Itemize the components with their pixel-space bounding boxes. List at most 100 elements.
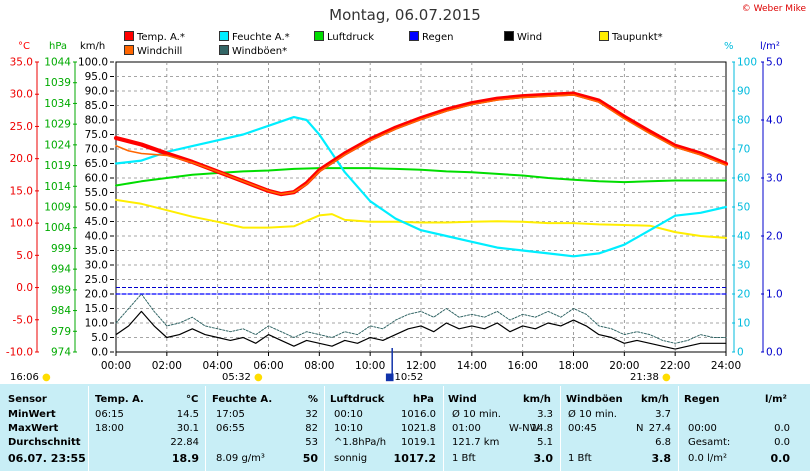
table-separator [443,386,444,471]
table-cell-wind-a: 1 Bft [452,453,476,464]
wind-tick-label: 0.0 [91,347,108,359]
humidity-tick-label: 60 [737,173,750,185]
table-cell-temp-time: 18:00 [95,423,124,434]
pressure-tick-label: 1044 [44,57,71,69]
header-press-unit: hPa [413,394,434,405]
rain-tick-label: 1.0 [766,289,783,301]
table-cell-gust-val: 27.4 [648,423,671,434]
series-windb-en [115,293,727,344]
header-hum: Feuchte A. [212,394,273,405]
rain-tick-label: 0.0 [766,347,783,359]
legend-temp[interactable]: Temp. A.* [124,31,185,43]
pressure-tick-label: 1009 [44,202,71,214]
table-cell-press-time: 10:10 [334,423,363,434]
header-gust: Windböen [566,394,623,405]
pressure-axis-unit: hPa [49,41,68,52]
temp-tick-label: 25.0 [10,121,33,133]
rain-tick-label: 4.0 [766,115,783,127]
pressure-tick-label: 1024 [44,139,71,151]
temp-tick-label: 10.0 [10,218,33,230]
wind-tick-label: 15.0 [85,303,108,315]
table-cell-press-val: 1016.0 [401,409,436,420]
legend-rain[interactable]: Regen [409,31,454,43]
wind-axis-unit: km/h [80,41,106,52]
legend-humidity[interactable]: Feuchte A.* [219,31,290,43]
moon-rise-label: 16:06 ● [10,372,51,383]
table-cell-wind-val: 3.0 [533,452,554,465]
wind-tick-label: 95.0 [85,71,108,83]
table-cell-hum-time: 17:05 [216,409,245,420]
table-cell-press-val: 1017.2 [393,452,436,465]
header-wind-unit: km/h [523,394,551,405]
wind-tick-label: 65.0 [85,158,108,170]
table-cell-gust-val: 6.8 [655,437,671,448]
chart-axes: 35.0 30.0 25.0 20.0 15.0 10.0 5.0 0.0 -5.0 -10.0 1… [6,57,783,374]
wind-tick-label: 40.0 [85,231,108,243]
table-cell-wind-a: 121.7 km [452,437,500,448]
table-cell-label: 06.07. 23:55 [8,452,86,465]
humidity-tick-label: 90 [737,86,750,98]
table-cell-wind-b: W-NW [509,423,540,434]
table-cell-rain-a: 0.0 l/m² [688,453,727,464]
wind-tick-label: 100.0 [78,57,108,69]
humidity-tick-label: 70 [737,144,750,156]
wind-tick-label: 25.0 [85,274,108,286]
legend-pressure[interactable]: Luftdruck [314,31,374,43]
wind-tick-label: 10.0 [85,318,108,330]
table-cell-press-val: 1019.1 [401,437,436,448]
header-press: Luftdruck [330,394,385,405]
legend-gusts[interactable]: Windböen* [219,45,287,57]
humidity-axis-unit: % [724,41,734,52]
x-tick-label: 24:00 [711,360,741,372]
table-cell-temp-val: 30.1 [176,423,199,434]
legend-dewpoint[interactable]: Taupunkt* [599,31,663,43]
pressure-tick-label: 999 [51,243,71,255]
temp-tick-label: 30.0 [10,89,33,101]
table-cell-hum-val: 82 [305,423,318,434]
humidity-tick-label: 100 [737,57,757,69]
table-separator [205,386,206,471]
temp-tick-label: 0.0 [16,282,33,294]
table-separator [88,386,89,471]
chart-grid [115,61,727,353]
wind-tick-label: 55.0 [85,187,108,199]
table-cell-hum-time: 06:55 [216,423,245,434]
series-windchill [115,94,727,195]
humidity-tick-label: 40 [737,231,750,243]
series-taupunkt [115,198,727,239]
humidity-tick-label: 80 [737,115,750,127]
legend-wind[interactable]: Wind [504,31,542,43]
pressure-tick-label: 989 [51,284,71,296]
header-hum-unit: % [308,394,319,405]
table-separator [560,386,561,471]
header-temp: Temp. A. [95,394,144,405]
table-cell-hum-val: 53 [305,437,318,448]
header-sensor: Sensor [8,394,47,405]
table-cell-gust-val: 3.8 [651,452,672,465]
table-cell-press-val: 1021.8 [401,423,436,434]
wind-tick-label: 30.0 [85,260,108,272]
x-tick-label: 20:00 [609,360,639,372]
x-tick-label: 08:00 [304,360,334,372]
temp-tick-label: -10.0 [6,347,33,359]
table-cell-press-time: sonnig [334,453,368,464]
table-cell-gust-a: Ø 10 min. [568,409,617,420]
temp-tick-label: 15.0 [10,185,33,197]
legend-windchill[interactable]: Windchill [124,45,182,57]
table-cell-label: Durchschnitt [8,437,81,448]
table-cell-temp-val: 14.5 [176,409,199,420]
x-tick-label: 16:00 [508,360,538,372]
x-tick-label: 18:00 [558,360,588,372]
humidity-tick-label: 20 [737,289,750,301]
header-rain: Regen [684,394,720,405]
humidity-tick-label: 30 [737,260,750,272]
table-cell-gust-val: 3.7 [655,409,671,420]
copyright-label: © Weber Mike [741,4,806,14]
x-tick-label: 10:00 [355,360,385,372]
wind-tick-label: 60.0 [85,173,108,185]
moon-marker: ■10:52 [385,372,424,383]
rain-tick-label: 5.0 [766,57,783,69]
table-cell-temp-val: 18.9 [171,452,199,465]
chart-series [113,91,729,350]
wind-tick-label: 35.0 [85,245,108,257]
